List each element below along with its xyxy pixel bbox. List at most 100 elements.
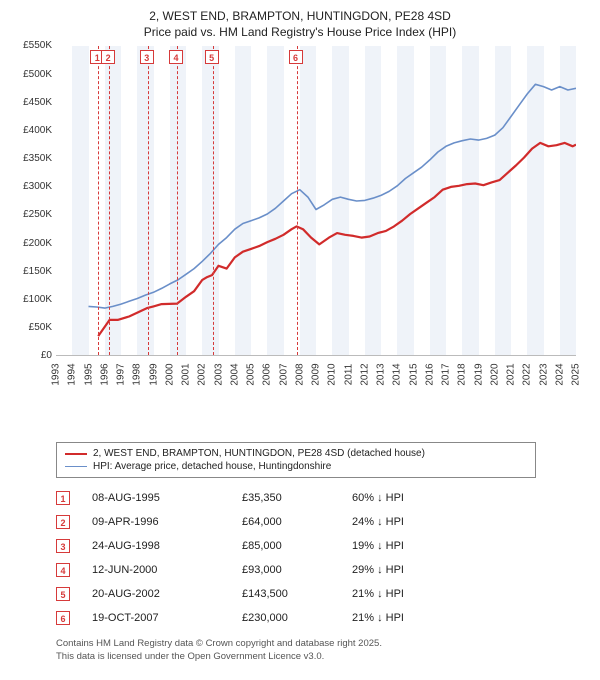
- x-axis-label: 2016: [424, 360, 435, 390]
- x-axis-label: 2013: [376, 360, 387, 390]
- row-marker: 6: [56, 611, 70, 625]
- x-axis-label: 1998: [132, 360, 143, 390]
- row-date: 12-JUN-2000: [92, 564, 242, 576]
- x-axis-label: 1997: [116, 360, 127, 390]
- plot-area: 123456: [56, 46, 576, 356]
- table-row: 108-AUG-1995£35,35060% ↓ HPI: [56, 486, 590, 510]
- row-marker: 3: [56, 539, 70, 553]
- x-axis-label: 1994: [67, 360, 78, 390]
- table-row: 2 09-APR-1996£64,00024% ↓ HPI: [56, 510, 590, 534]
- x-axis-label: 2011: [343, 360, 354, 390]
- y-axis-label: £250K: [12, 209, 52, 220]
- y-axis-label: £0: [12, 350, 52, 361]
- transaction-marker: 3: [140, 50, 154, 64]
- chart: £0£50K£100K£150K£200K£250K£300K£350K£400…: [20, 46, 580, 396]
- y-axis-label: £200K: [12, 238, 52, 249]
- y-axis-label: £150K: [12, 266, 52, 277]
- row-price: £143,500: [242, 588, 352, 600]
- row-price: £93,000: [242, 564, 352, 576]
- chart-svg: [56, 46, 576, 356]
- row-date: 08-AUG-1995: [92, 492, 242, 504]
- transaction-marker: 4: [169, 50, 183, 64]
- x-axis-label: 1999: [148, 360, 159, 390]
- table-row: 520-AUG-2002£143,50021% ↓ HPI: [56, 582, 590, 606]
- row-marker: 1: [56, 491, 70, 505]
- legend-item: HPI: Average price, detached house, Hunt…: [65, 460, 527, 473]
- x-axis-label: 2008: [294, 360, 305, 390]
- x-axis-label: 2012: [359, 360, 370, 390]
- y-axis-label: £450K: [12, 97, 52, 108]
- row-date: 19-OCT-2007: [92, 612, 242, 624]
- attribution-footer: Contains HM Land Registry data © Crown c…: [56, 638, 590, 663]
- row-marker: 2: [56, 515, 70, 529]
- transaction-line: [148, 46, 149, 355]
- table-row: 3 24-AUG-1998£85,00019% ↓ HPI: [56, 534, 590, 558]
- x-axis-label: 2014: [392, 360, 403, 390]
- y-axis-label: £400K: [12, 125, 52, 136]
- y-axis-label: £100K: [12, 294, 52, 305]
- series-price_paid: [98, 143, 576, 336]
- x-axis-label: 2017: [441, 360, 452, 390]
- row-price: £85,000: [242, 540, 352, 552]
- legend-label: 2, WEST END, BRAMPTON, HUNTINGDON, PE28 …: [93, 448, 425, 459]
- title-line2: Price paid vs. HM Land Registry's House …: [10, 24, 590, 40]
- x-axis-label: 1995: [83, 360, 94, 390]
- legend-swatch: [65, 453, 87, 455]
- x-axis-label: 2025: [571, 360, 582, 390]
- transaction-table: 108-AUG-1995£35,35060% ↓ HPI209-APR-1996…: [56, 486, 590, 630]
- series-hpi: [89, 85, 577, 309]
- row-delta: 21% ↓ HPI: [352, 612, 472, 624]
- x-axis-label: 2022: [522, 360, 533, 390]
- transaction-line: [297, 46, 298, 355]
- x-axis-label: 2004: [229, 360, 240, 390]
- row-price: £35,350: [242, 492, 352, 504]
- x-axis-label: 1993: [51, 360, 62, 390]
- x-axis-label: 2020: [489, 360, 500, 390]
- y-axis-label: £500K: [12, 69, 52, 80]
- row-date: 20-AUG-2002: [92, 588, 242, 600]
- row-date: 09-APR-1996: [92, 516, 242, 528]
- x-axis-label: 2023: [538, 360, 549, 390]
- y-axis-label: £550K: [12, 40, 52, 51]
- title-line1: 2, WEST END, BRAMPTON, HUNTINGDON, PE28 …: [10, 8, 590, 24]
- x-axis-label: 2018: [457, 360, 468, 390]
- legend-label: HPI: Average price, detached house, Hunt…: [93, 461, 331, 472]
- table-row: 6 19-OCT-2007£230,00021% ↓ HPI: [56, 606, 590, 630]
- x-axis-label: 2007: [278, 360, 289, 390]
- x-axis-label: 2024: [554, 360, 565, 390]
- x-axis-label: 2005: [246, 360, 257, 390]
- table-row: 4 12-JUN-2000£93,00029% ↓ HPI: [56, 558, 590, 582]
- x-axis-label: 2003: [213, 360, 224, 390]
- legend-item: 2, WEST END, BRAMPTON, HUNTINGDON, PE28 …: [65, 447, 527, 460]
- row-delta: 29% ↓ HPI: [352, 564, 472, 576]
- transaction-line: [213, 46, 214, 355]
- transaction-line: [109, 46, 110, 355]
- x-axis-label: 2015: [408, 360, 419, 390]
- transaction-marker: 5: [205, 50, 219, 64]
- row-delta: 19% ↓ HPI: [352, 540, 472, 552]
- row-delta: 21% ↓ HPI: [352, 588, 472, 600]
- x-axis-label: 2009: [311, 360, 322, 390]
- row-delta: 24% ↓ HPI: [352, 516, 472, 528]
- x-axis-label: 2002: [197, 360, 208, 390]
- legend: 2, WEST END, BRAMPTON, HUNTINGDON, PE28 …: [56, 442, 536, 478]
- transaction-marker: 2: [101, 50, 115, 64]
- footer-line2: This data is licensed under the Open Gov…: [56, 651, 590, 663]
- y-axis-label: £50K: [12, 322, 52, 333]
- legend-swatch: [65, 466, 87, 467]
- x-axis-label: 2010: [327, 360, 338, 390]
- row-price: £230,000: [242, 612, 352, 624]
- x-axis-label: 2001: [181, 360, 192, 390]
- chart-title: 2, WEST END, BRAMPTON, HUNTINGDON, PE28 …: [10, 8, 590, 40]
- x-axis-label: 2006: [262, 360, 273, 390]
- footer-line1: Contains HM Land Registry data © Crown c…: [56, 638, 590, 650]
- transaction-line: [98, 46, 99, 355]
- row-date: 24-AUG-1998: [92, 540, 242, 552]
- y-axis-label: £350K: [12, 153, 52, 164]
- x-axis-label: 1996: [99, 360, 110, 390]
- x-axis-label: 2000: [164, 360, 175, 390]
- row-marker: 4: [56, 563, 70, 577]
- transaction-marker: 6: [289, 50, 303, 64]
- x-axis-label: 2019: [473, 360, 484, 390]
- row-price: £64,000: [242, 516, 352, 528]
